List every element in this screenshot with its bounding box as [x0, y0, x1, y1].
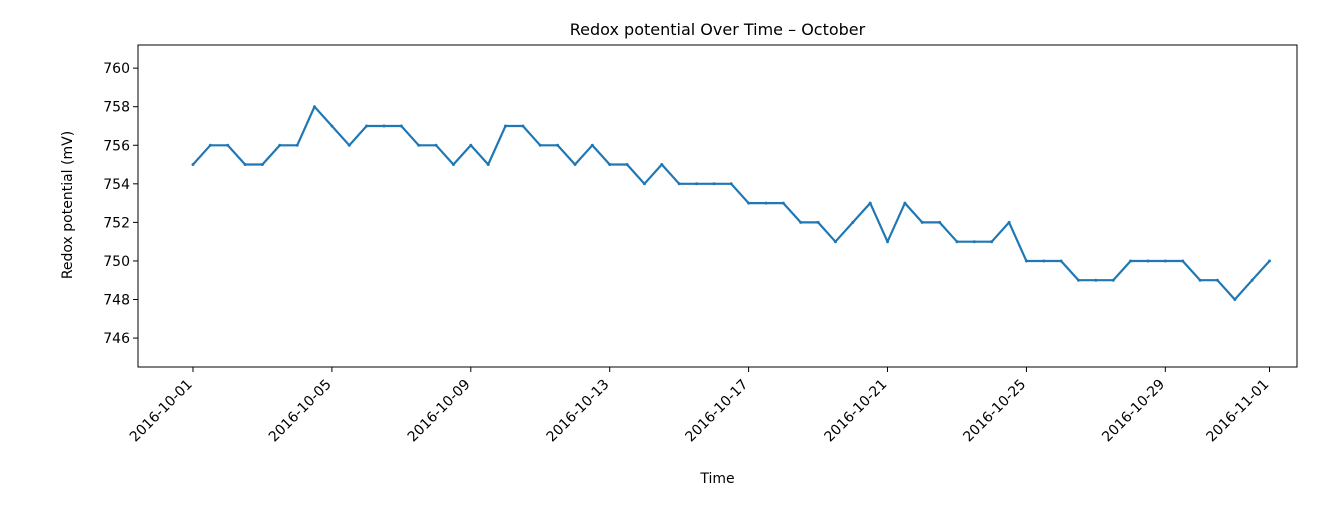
- data-point: [1042, 259, 1046, 263]
- data-point: [451, 163, 455, 166]
- data-point: [886, 240, 889, 244]
- data-point: [781, 201, 785, 205]
- series-line: [192, 105, 1271, 301]
- data-point: [1268, 259, 1271, 263]
- data-point: [365, 124, 369, 128]
- data-point: [486, 163, 490, 166]
- data-point: [955, 240, 959, 244]
- data-point: [851, 220, 855, 224]
- data-point: [521, 124, 525, 128]
- y-tick-label: 752: [103, 215, 130, 231]
- data-point: [920, 220, 924, 224]
- data-point: [660, 163, 664, 166]
- data-point: [1059, 259, 1063, 263]
- x-tick-label: 2016-10-05: [266, 377, 335, 446]
- data-point: [1129, 259, 1133, 263]
- data-point: [417, 143, 421, 147]
- data-point: [938, 220, 942, 224]
- data-point: [1233, 298, 1237, 301]
- data-point: [1181, 259, 1185, 263]
- data-point: [538, 143, 542, 147]
- data-point: [729, 182, 733, 186]
- data-point: [330, 124, 334, 128]
- data-point: [191, 163, 195, 166]
- y-tick-label: 756: [103, 138, 130, 154]
- x-tick-label: 2016-10-01: [127, 377, 196, 446]
- data-point: [625, 163, 629, 166]
- data-point: [260, 163, 264, 166]
- x-tick-label: 2016-10-29: [1099, 377, 1168, 446]
- y-tick-label: 748: [103, 293, 130, 309]
- data-point: [347, 143, 351, 147]
- y-tick-label: 758: [103, 100, 130, 116]
- data-point: [382, 124, 386, 128]
- x-tick-label: 2016-10-13: [544, 377, 613, 446]
- data-point: [712, 182, 716, 186]
- axes-frame: [137, 44, 1298, 368]
- x-tick-label: 2016-10-17: [683, 377, 752, 446]
- data-point: [1007, 220, 1011, 224]
- y-tick-label: 754: [103, 177, 130, 193]
- y-axis-label: Redox potential (mV): [60, 130, 76, 280]
- data-point: [747, 201, 751, 205]
- data-point: [764, 201, 768, 205]
- data-point: [504, 124, 507, 128]
- plot-series: [191, 105, 1271, 301]
- data-point: [799, 220, 803, 224]
- data-point: [903, 201, 907, 205]
- data-point: [990, 240, 994, 244]
- y-tick-label: 760: [103, 61, 130, 77]
- data-point: [295, 143, 299, 147]
- y-tick-label: 750: [103, 254, 130, 270]
- data-point: [1111, 278, 1115, 282]
- data-point: [833, 240, 837, 244]
- data-point: [608, 163, 612, 166]
- data-point: [642, 182, 646, 186]
- data-point: [226, 143, 230, 147]
- x-tick-label: 2016-10-09: [405, 377, 474, 446]
- x-tick-label: 2016-10-25: [960, 377, 1029, 446]
- data-point: [816, 220, 820, 224]
- data-point: [399, 124, 403, 128]
- data-point: [1215, 278, 1219, 282]
- data-point: [972, 240, 976, 244]
- x-tick-label: 2016-11-01: [1203, 377, 1272, 446]
- data-point: [556, 143, 560, 147]
- data-point: [1094, 278, 1098, 282]
- data-point: [469, 143, 473, 147]
- y-tick-label: 746: [103, 331, 130, 347]
- data-point: [677, 182, 681, 186]
- data-point: [1024, 259, 1028, 263]
- data-point: [434, 143, 438, 147]
- x-axis-ticks: 2016-10-01 2016-10-05 2016-10-09 2016-10-13…: [127, 367, 1272, 445]
- data-point: [573, 163, 577, 166]
- x-axis-label: Time: [700, 471, 735, 487]
- data-point: [243, 163, 247, 166]
- data-point: [1146, 259, 1150, 263]
- chart-title: Redox potential Over Time – October: [569, 20, 866, 39]
- data-point: [278, 143, 282, 147]
- data-point: [1198, 278, 1202, 282]
- data-point: [868, 201, 872, 205]
- data-point: [313, 105, 316, 109]
- data-point: [590, 143, 594, 147]
- x-tick-label: 2016-10-21: [821, 377, 890, 446]
- data-point: [208, 143, 212, 147]
- data-point: [1077, 278, 1080, 282]
- data-point: [695, 182, 698, 186]
- y-axis-ticks: 746 748 750 752 754 756 758 760: [103, 61, 138, 347]
- data-point: [1250, 278, 1254, 282]
- data-point: [1163, 259, 1167, 263]
